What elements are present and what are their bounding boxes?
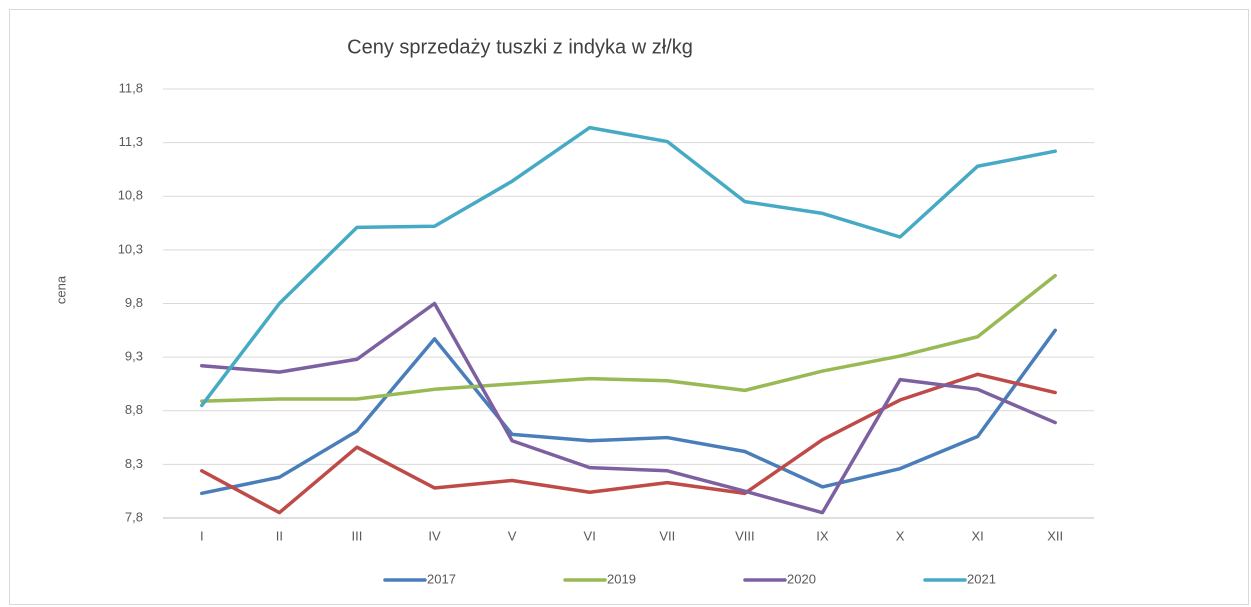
x-tick-label: I [200, 528, 204, 543]
y-tick-label: 7,8 [125, 509, 143, 524]
y-tick-label: 10,8 [118, 188, 143, 203]
x-tick-label: II [276, 528, 283, 543]
chart-title: Ceny sprzedaży tuszki z indyka w zł/kg [347, 36, 693, 58]
legend-label: 2021 [967, 571, 996, 586]
x-tick-label: IX [816, 528, 829, 543]
series-line [200, 328, 1057, 496]
x-tick-label: V [508, 528, 517, 543]
series-line [200, 125, 1057, 408]
y-tick-label: 11,8 [119, 80, 143, 95]
series-line [200, 273, 1057, 403]
series-line [200, 372, 1057, 515]
y-tick-label: 10,3 [118, 241, 143, 256]
y-tick-label: 9,8 [125, 295, 143, 310]
y-tick-label: 8,8 [125, 402, 143, 417]
x-tick-label: VII [659, 528, 675, 543]
y-tick-label: 11,3 [119, 134, 143, 149]
x-tick-label: XII [1047, 528, 1063, 543]
series-line [200, 301, 1057, 515]
legend-label: 2017 [427, 571, 456, 586]
x-tick-label: VI [584, 528, 596, 543]
legend-label: 2019 [607, 571, 636, 586]
x-tick-label: IV [428, 528, 441, 543]
x-tick-label: XI [971, 528, 983, 543]
y-tick-label: 9,3 [125, 349, 143, 364]
x-tick-label: VIII [735, 528, 755, 543]
chart-border [9, 9, 1249, 605]
x-tick-label: X [896, 528, 905, 543]
x-tick-label: III [352, 528, 363, 543]
legend-label: 2020 [787, 571, 816, 586]
y-axis-label: cena [53, 275, 68, 304]
y-tick-label: 8,3 [125, 456, 143, 471]
